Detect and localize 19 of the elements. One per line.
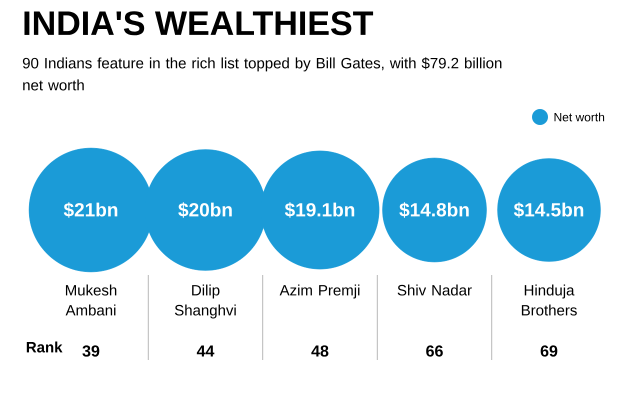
legend-label: Net worth bbox=[554, 112, 604, 122]
data-label: $20bn bbox=[178, 202, 232, 218]
text: INDIA'S WEALTHIEST bbox=[24, 11, 374, 36]
category-label: Shiv Nadar bbox=[398, 284, 472, 296]
data-label: $19.1bn bbox=[284, 202, 354, 218]
category-label: Azim Premji bbox=[280, 284, 360, 299]
data-label: 66 bbox=[426, 345, 443, 357]
data-label: $14.8bn bbox=[399, 202, 469, 218]
category-label: Hinduja Brothers bbox=[522, 284, 577, 316]
data-label: 44 bbox=[196, 345, 214, 357]
data-label: 39 bbox=[82, 345, 100, 357]
data-label: 48 bbox=[311, 345, 328, 357]
data-label: 69 bbox=[540, 345, 558, 357]
category-label: Mukesh Ambani bbox=[66, 284, 116, 316]
text: 90 Indians feature in the rich list topped by Bill Gates, with $79.2 billion net worth bbox=[22, 57, 502, 90]
data-label: $14.5bn bbox=[514, 202, 584, 218]
data-label: $21bn bbox=[64, 202, 118, 218]
category-label: Dilip Shanghvi bbox=[174, 284, 236, 319]
text: Rank bbox=[26, 341, 63, 353]
